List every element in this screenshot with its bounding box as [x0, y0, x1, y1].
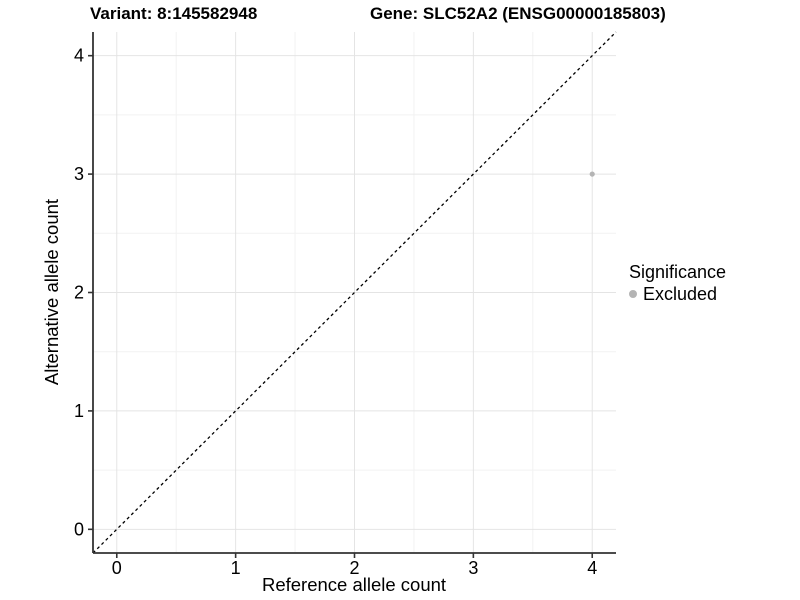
y-tick-label: 3: [74, 164, 84, 184]
x-tick-label: 0: [112, 558, 122, 578]
x-axis-title: Reference allele count: [261, 574, 447, 595]
x-tick-label: 3: [468, 558, 478, 578]
x-tick-label: 1: [231, 558, 241, 578]
data-point-excluded: [589, 171, 595, 177]
x-tick-label: 4: [587, 558, 597, 578]
y-axis-title: Alternative allele count: [41, 198, 62, 386]
chart-title-variant: Variant: 8:145582948: [90, 4, 258, 23]
legend: Significance Excluded: [629, 262, 726, 304]
y-tick-label: 4: [74, 46, 84, 66]
y-tick-label: 2: [74, 283, 84, 303]
legend-entry-label: Excluded: [643, 284, 718, 304]
x-tick-label: 2: [349, 558, 359, 578]
legend-entry-excluded: Excluded: [629, 284, 726, 304]
chart-title-gene: Gene: SLC52A2 (ENSG00000185803): [370, 4, 666, 23]
y-tick-label: 1: [74, 401, 84, 421]
y-tick-label: 0: [74, 519, 84, 539]
excluded-point-icon: [629, 290, 637, 298]
legend-title: Significance: [629, 262, 727, 282]
